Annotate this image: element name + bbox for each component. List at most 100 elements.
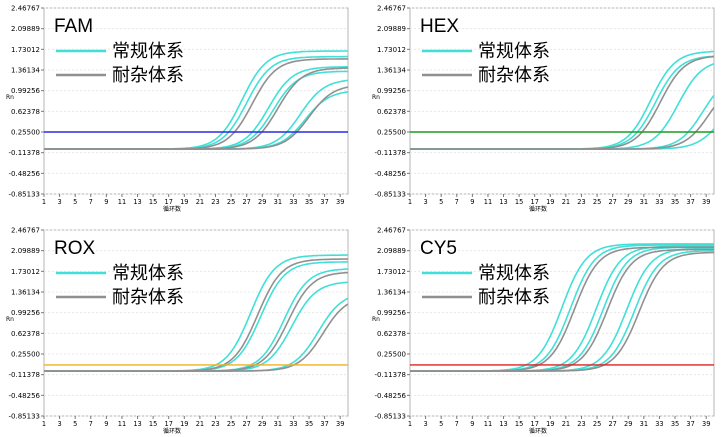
plot-area [43,229,349,417]
y-tick-label: 2.46767 [377,227,406,235]
x-tick-label: 23 [211,198,219,206]
x-tick-label: 13 [133,198,141,206]
legend-label: 常规体系 [112,263,184,284]
x-tick-label: 17 [165,198,173,206]
x-tick-label: 33 [289,198,297,206]
x-axis-label: 循环数 [529,427,547,435]
x-tick-label: 25 [227,420,235,428]
x-tick-label: 19 [546,198,554,206]
x-tick-label: 31 [640,420,648,428]
x-tick-label: 5 [439,198,443,206]
x-tick-label: 29 [624,420,632,428]
y-tick-label: 0.99256 [377,87,406,95]
x-tick-label: 1 [408,420,412,428]
x-tick-label: 17 [531,420,539,428]
x-tick-label: 27 [608,198,616,206]
x-tick-label: 39 [702,198,710,206]
y-tick-label: -0.48256 [375,170,407,178]
panel-title: CY5 [420,238,457,259]
x-tick-label: 39 [336,198,344,206]
y-tick-label: 1.36134 [11,288,40,296]
x-tick-label: 7 [89,198,93,206]
x-tick-label: 21 [196,198,204,206]
x-tick-label: 27 [242,198,250,206]
y-tick-label: -0.11378 [375,149,406,157]
x-tick-label: 13 [133,420,141,428]
amplification-curve [44,303,348,372]
legend-label: 耐杂体系 [112,287,184,308]
x-tick-label: 3 [423,420,427,428]
amplification-curve [410,251,714,372]
x-tick-label: 1 [42,198,46,206]
panel-title: FAM [54,16,93,37]
y-axis-label: Rn [6,316,14,323]
y-tick-label: -0.48256 [9,392,41,400]
x-tick-label: 37 [686,198,694,206]
y-tick-label: 2.46767 [11,227,40,235]
x-axis-label: 循环数 [163,427,181,435]
x-tick-label: 23 [577,420,585,428]
x-tick-label: 17 [531,198,539,206]
y-tick-label: -0.85133 [375,191,406,199]
x-tick-label: 35 [305,420,313,428]
x-tick-label: 7 [455,198,459,206]
panel-hex: 2.46767 2.09889 1.73012 1.36134 0.99256 0.623… [372,5,715,213]
y-tick-label: -0.11378 [9,371,40,379]
y-axis-label: Rn [372,316,380,323]
x-tick-label: 9 [104,420,108,428]
x-tick-label: 27 [242,420,250,428]
x-tick-label: 39 [702,420,710,428]
y-tick-label: 0.62378 [11,108,40,116]
x-tick-label: 35 [671,198,679,206]
x-tick-label: 11 [484,198,492,206]
x-tick-label: 29 [258,198,266,206]
x-tick-label: 9 [104,198,108,206]
y-tick-label: 1.73012 [11,268,40,276]
y-tick-label: -0.85133 [9,191,40,199]
y-tick-label: 2.09889 [11,25,40,33]
x-tick-label: 25 [593,198,601,206]
x-tick-label: 19 [546,420,554,428]
x-tick-label: 13 [499,420,507,428]
y-tick-label: 0.62378 [11,330,40,338]
x-tick-label: 25 [227,198,235,206]
x-tick-label: 7 [89,420,93,428]
y-tick-label: 1.73012 [377,46,406,54]
x-axis-label: 循环数 [163,205,181,213]
legend-label: 常规体系 [478,263,550,284]
y-tick-label: 0.25500 [11,129,40,137]
y-tick-label: -0.48256 [9,170,41,178]
x-tick-label: 19 [180,198,188,206]
amplification-curve [44,86,348,150]
x-tick-label: 13 [499,198,507,206]
x-tick-label: 37 [686,420,694,428]
x-tick-label: 17 [165,420,173,428]
x-tick-label: 3 [423,198,427,206]
panel-title: ROX [54,238,96,259]
x-tick-label: 15 [515,198,523,206]
x-tick-label: 21 [562,198,570,206]
panel-fam: 2.46767 2.09889 1.73012 1.36134 0.99256 0.623… [6,5,349,213]
y-tick-label: 1.73012 [11,46,40,54]
x-tick-label: 29 [258,420,266,428]
x-tick-label: 1 [42,420,46,428]
y-tick-label: 1.36134 [11,66,40,74]
y-tick-label: -0.11378 [9,149,40,157]
legend-label: 耐杂体系 [478,65,550,86]
x-tick-label: 35 [671,420,679,428]
y-axis-label: Rn [372,94,380,101]
x-tick-label: 35 [305,198,313,206]
x-tick-label: 37 [320,198,328,206]
x-tick-label: 5 [73,420,77,428]
x-tick-label: 15 [515,420,523,428]
legend-label: 耐杂体系 [478,287,550,308]
y-tick-label: 2.46767 [11,5,40,13]
panel-rox: 2.46767 2.09889 1.73012 1.36134 0.99256 0.623… [6,227,349,435]
x-tick-label: 23 [577,198,585,206]
y-tick-label: 0.25500 [11,351,40,359]
y-tick-label: 1.73012 [377,268,406,276]
x-tick-label: 11 [484,420,492,428]
x-tick-label: 11 [118,420,126,428]
x-tick-label: 31 [274,198,282,206]
